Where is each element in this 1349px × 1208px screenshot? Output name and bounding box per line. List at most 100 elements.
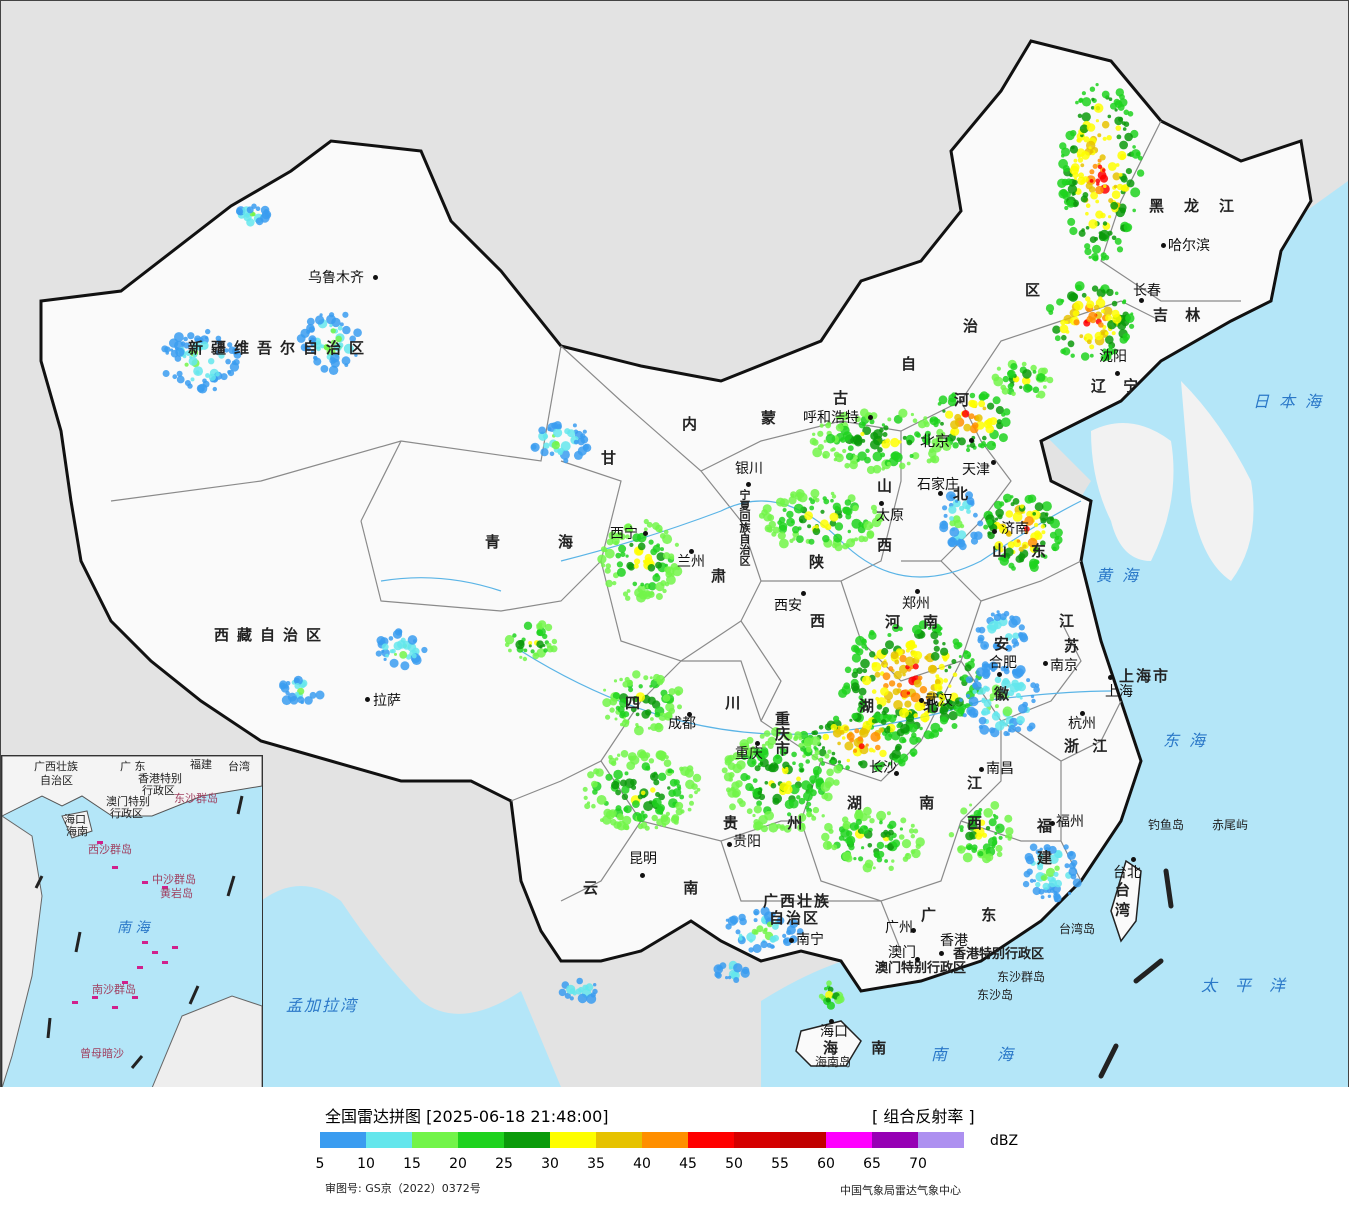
radar-echo — [1075, 100, 1079, 105]
radar-echo — [411, 653, 417, 659]
radar-echo — [542, 633, 548, 639]
radar-echo — [1032, 512, 1036, 516]
radar-echo — [642, 813, 648, 819]
radar-echo — [829, 520, 837, 527]
scale-tick-label: 10 — [357, 1156, 375, 1172]
city-urumqi: 乌鲁木齐 — [308, 270, 364, 286]
radar-echo — [812, 527, 821, 536]
radar-echo — [573, 439, 579, 445]
radar-echo — [1053, 894, 1062, 903]
city-dot-harbin — [1161, 243, 1166, 248]
radar-echo — [615, 789, 621, 796]
scale-tick-label: 25 — [495, 1156, 513, 1172]
radar-echo — [981, 832, 988, 838]
radar-map: 日本海 黄海 东海 太平洋 南海 孟加拉湾 新疆维吾尔自治区 西藏自治区 青 海… — [0, 0, 1349, 1088]
radar-echo — [1111, 348, 1118, 355]
radar-echo — [1070, 353, 1075, 358]
radar-echo — [867, 843, 873, 848]
radar-echo — [1037, 390, 1046, 399]
radar-echo — [745, 747, 755, 757]
radar-echo — [1010, 495, 1014, 499]
radar-echo — [826, 844, 832, 849]
city-dot-macau — [915, 957, 920, 962]
radar-echo — [858, 695, 864, 700]
radar-echo — [992, 836, 997, 842]
radar-echo — [383, 657, 387, 662]
radar-echo — [592, 789, 598, 795]
radar-echo — [901, 738, 907, 743]
radar-echo — [988, 818, 997, 827]
radar-echo — [1077, 113, 1083, 119]
radar-echo — [1030, 694, 1035, 699]
city-dot-tianjin — [991, 460, 996, 465]
radar-echo — [1095, 178, 1101, 184]
radar-echo — [341, 356, 351, 366]
radar-echo — [820, 761, 825, 766]
radar-echo — [886, 843, 895, 851]
radar-echo — [944, 668, 948, 673]
radar-echo — [1022, 701, 1028, 708]
radar-echo — [913, 713, 918, 718]
radar-echo — [999, 556, 1009, 566]
radar-echo — [808, 787, 814, 793]
radar-echo — [1084, 248, 1092, 256]
radar-echo — [1052, 325, 1061, 334]
radar-echo — [1045, 867, 1056, 878]
radar-echo — [689, 800, 694, 806]
radar-echo — [900, 723, 910, 734]
radar-echo — [777, 919, 781, 923]
radar-echo — [873, 435, 883, 446]
radar-echo — [399, 651, 408, 659]
radar-echo — [1073, 319, 1080, 326]
radar-echo — [789, 798, 799, 809]
city-xining: 西宁 — [610, 526, 638, 542]
radar-echo — [853, 645, 860, 652]
radar-echo — [914, 431, 920, 437]
color-scale — [320, 1132, 964, 1148]
radar-echo — [826, 768, 834, 777]
radar-echo — [978, 724, 984, 730]
radar-echo — [930, 631, 939, 640]
radar-echo — [878, 727, 884, 733]
radar-echo — [316, 346, 321, 352]
radar-echo — [941, 520, 947, 526]
radar-echo — [1127, 111, 1134, 117]
radar-echo — [1023, 383, 1032, 393]
province-jiangsu-1: 江 — [1059, 612, 1089, 630]
city-dot-nanning — [789, 938, 794, 943]
radar-echo — [782, 508, 787, 512]
radar-echo — [748, 947, 754, 953]
radar-echo — [621, 785, 630, 794]
radar-echo — [934, 679, 941, 685]
radar-echo — [1086, 300, 1095, 309]
radar-echo — [1108, 215, 1112, 219]
inset-hainan: 海南 — [66, 825, 88, 838]
city-shijiazhuang: 石家庄 — [917, 477, 959, 493]
radar-echo — [970, 531, 978, 539]
inset-canvas — [2, 756, 262, 1087]
radar-echo — [871, 689, 877, 694]
radar-echo — [959, 825, 964, 830]
province-henan-1: 河 — [885, 613, 915, 631]
radar-echo — [837, 760, 842, 764]
radar-echo — [183, 336, 188, 342]
radar-echo — [652, 522, 660, 530]
radar-echo — [786, 929, 792, 936]
radar-echo — [577, 437, 585, 446]
radar-echo — [663, 552, 671, 560]
radar-echo — [1106, 288, 1114, 297]
inset-south-sea: 南 海 — [117, 920, 150, 936]
korea-area — [1091, 423, 1174, 561]
radar-echo — [551, 441, 560, 450]
radar-echo — [951, 723, 958, 729]
radar-echo — [881, 467, 885, 471]
radar-echo — [1105, 314, 1112, 322]
radar-echo — [1099, 229, 1110, 240]
radar-echo — [991, 840, 998, 846]
radar-echo — [831, 751, 836, 756]
radar-echo — [1116, 246, 1124, 253]
radar-echo — [993, 815, 999, 820]
radar-echo — [952, 442, 959, 449]
province-ningxia: 宁夏回族自治区 — [738, 489, 751, 566]
radar-echo — [996, 851, 1003, 858]
